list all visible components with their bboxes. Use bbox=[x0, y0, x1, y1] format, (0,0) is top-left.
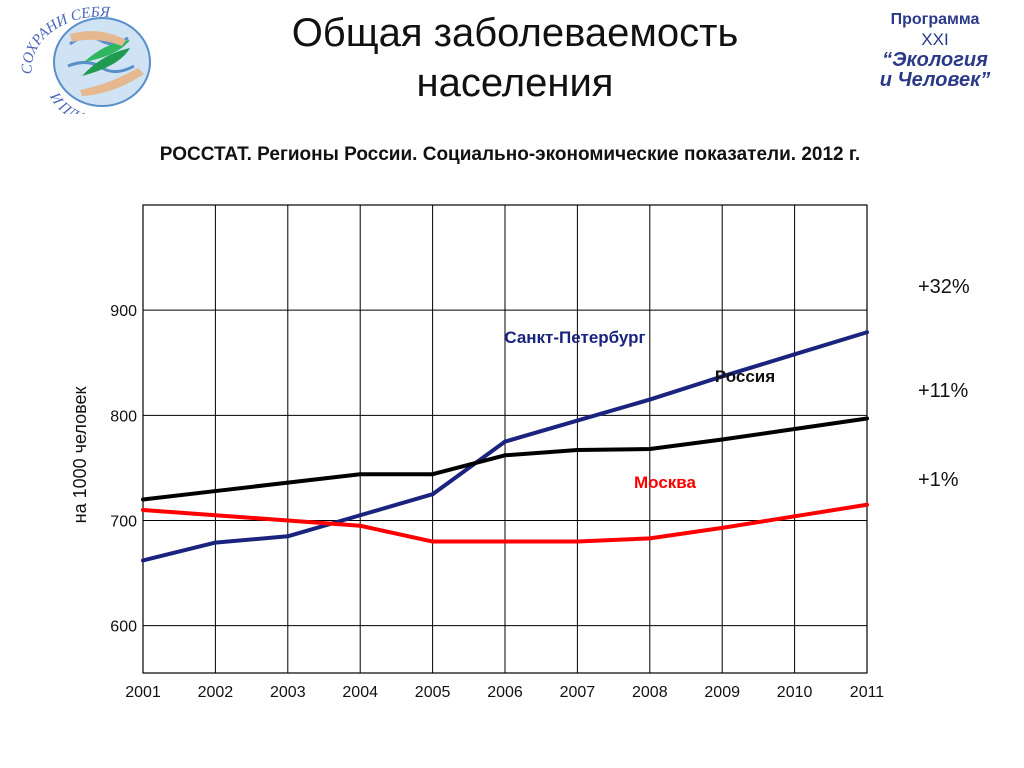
series-label-moscow: Москва bbox=[634, 473, 697, 492]
data-point bbox=[358, 523, 363, 528]
data-point bbox=[358, 513, 363, 518]
x-tick-label: 2006 bbox=[487, 684, 523, 701]
data-point bbox=[792, 352, 797, 357]
x-tick-label: 2011 bbox=[850, 684, 885, 701]
change-label-russia: +11% bbox=[918, 380, 969, 402]
x-tick-label: 2007 bbox=[560, 684, 596, 701]
data-point bbox=[430, 539, 435, 544]
data-point bbox=[213, 540, 218, 545]
data-point bbox=[792, 514, 797, 519]
y-tick-label: 700 bbox=[110, 514, 137, 531]
x-tick-label: 2010 bbox=[777, 684, 813, 701]
data-point bbox=[647, 397, 652, 402]
data-point bbox=[285, 480, 290, 485]
data-point bbox=[430, 492, 435, 497]
chart-grid bbox=[142, 204, 868, 674]
data-point bbox=[503, 539, 507, 544]
data-point bbox=[285, 534, 290, 539]
y-tick-label: 900 bbox=[110, 303, 137, 320]
x-tick-label: 2001 bbox=[125, 684, 161, 701]
data-point bbox=[285, 518, 290, 523]
data-point bbox=[575, 539, 580, 544]
logo-left: СОХРАНИ СЕБЯ И ПЛАНЕТУ bbox=[20, 4, 151, 114]
data-point bbox=[141, 497, 145, 502]
chart-ticks: 2001 2002 2003 2004 2005 2006 2007 2008 2009 2010… bbox=[110, 303, 884, 701]
title-line-1: Общая заболеваемость bbox=[291, 11, 739, 55]
x-tick-label: 2002 bbox=[198, 684, 234, 701]
logo-right-line-4: и Человек” bbox=[879, 69, 991, 91]
logo-right-line-1: Программа bbox=[890, 11, 980, 28]
y-tick-label: 800 bbox=[110, 408, 137, 425]
data-point bbox=[141, 507, 145, 512]
data-point bbox=[865, 502, 869, 507]
chart-subtitle: РОССТАТ. Регионы России. Социально-эконо… bbox=[159, 144, 861, 165]
data-point bbox=[865, 416, 869, 421]
change-label-spb: +32% bbox=[918, 276, 970, 298]
series-label-russia: Россия bbox=[715, 367, 775, 386]
data-point bbox=[213, 513, 218, 518]
x-tick-label: 2005 bbox=[415, 684, 451, 701]
data-point bbox=[575, 448, 580, 453]
x-tick-label: 2004 bbox=[342, 684, 378, 701]
x-tick-label: 2009 bbox=[704, 684, 740, 701]
globe-hands-icon bbox=[53, 17, 151, 107]
logo-right-line-3: “Экология bbox=[882, 49, 988, 71]
data-point bbox=[141, 558, 145, 563]
data-point bbox=[720, 437, 725, 442]
data-point bbox=[647, 536, 652, 541]
series-label-spb: Санкт-Петербург bbox=[504, 328, 645, 347]
data-point bbox=[430, 472, 435, 477]
data-point bbox=[503, 453, 507, 458]
page-title: Общая заболеваемость населения bbox=[230, 8, 800, 108]
x-tick-label: 2003 bbox=[270, 684, 306, 701]
data-point bbox=[792, 427, 797, 432]
y-tick-label: 600 bbox=[110, 619, 137, 636]
chart-series bbox=[141, 330, 869, 563]
logo-right: Программа XXI “Экология и Человек” bbox=[855, 10, 1015, 90]
data-point bbox=[720, 374, 725, 379]
data-point bbox=[647, 446, 652, 451]
logo-right-line-2: XXI bbox=[921, 30, 949, 49]
data-point bbox=[358, 472, 363, 477]
data-point bbox=[575, 418, 580, 423]
data-point bbox=[503, 439, 507, 444]
title-line-2: населения bbox=[416, 61, 614, 105]
data-point bbox=[720, 525, 725, 530]
data-point bbox=[865, 330, 869, 335]
chart-series-labels: Санкт-Петербург Россия Москва bbox=[504, 328, 775, 492]
y-axis-label: на 1000 человек bbox=[70, 387, 90, 524]
data-point bbox=[213, 489, 218, 494]
change-label-moscow: +1% bbox=[918, 469, 959, 491]
x-tick-label: 2008 bbox=[632, 684, 668, 701]
